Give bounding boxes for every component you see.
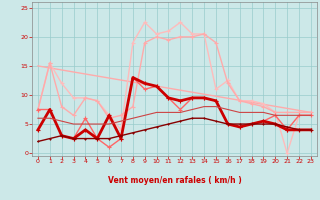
X-axis label: Vent moyen/en rafales ( km/h ): Vent moyen/en rafales ( km/h )	[108, 176, 241, 185]
